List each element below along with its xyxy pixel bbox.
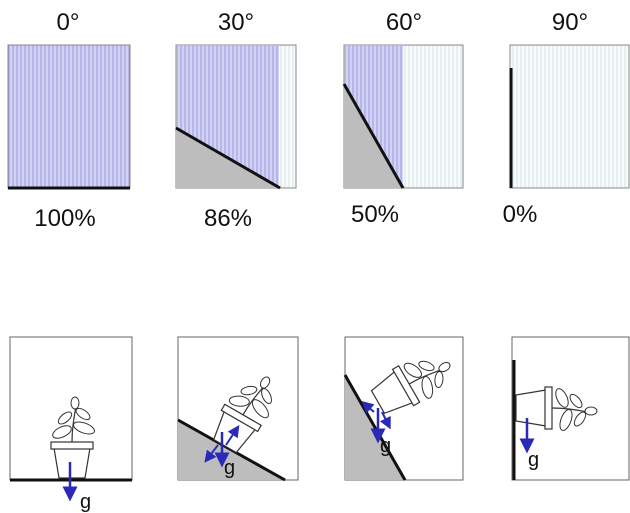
angle-label: 0° <box>57 9 80 36</box>
floor <box>175 126 281 190</box>
floor <box>343 374 407 481</box>
component-arrow <box>204 444 219 463</box>
percent-label: 100% <box>34 205 95 232</box>
panel-0 <box>7 44 131 190</box>
component-arrow <box>225 425 240 446</box>
angle-label: 30° <box>218 9 254 36</box>
component-arrow <box>361 401 375 414</box>
angle-label: 60° <box>386 9 422 36</box>
gravity-label: g <box>224 457 235 479</box>
component-arrow <box>379 411 391 430</box>
percent-label: 50% <box>351 201 399 228</box>
panel-1 <box>175 44 297 190</box>
plant-panel-0: g <box>9 336 133 513</box>
panel-2 <box>342 44 464 189</box>
floor <box>342 83 405 189</box>
percent-label: 0% <box>503 201 538 228</box>
gravity-label: g <box>380 435 391 457</box>
gravity-label: g <box>528 449 539 471</box>
angle-label: 90° <box>552 9 588 36</box>
plant-panel-2: g <box>343 336 464 481</box>
percent-label: 86% <box>204 205 252 232</box>
gravity-label: g <box>80 491 91 513</box>
box <box>7 44 131 189</box>
panel-3 <box>509 44 630 189</box>
box <box>509 44 630 189</box>
plant-panel-1: g <box>177 336 299 482</box>
plant-panel-3: g <box>511 336 630 481</box>
